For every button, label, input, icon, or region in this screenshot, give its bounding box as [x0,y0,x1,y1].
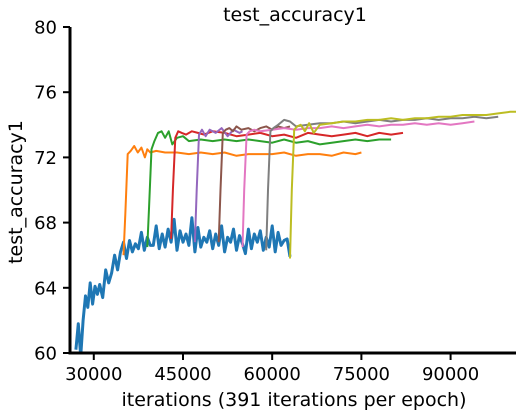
y-axis-label: test_accuracy1 [5,120,27,264]
series-line-3 [146,130,392,248]
series-line-9 [289,110,516,259]
axes: 60 64 68 72 76 80 30000 45000 60000 75000 90000 [34,18,516,385]
y-tick-label: 60 [34,344,57,365]
series-line-4 [170,130,404,239]
y-tick-label: 68 [34,213,57,234]
y-tick-label: 72 [34,148,57,169]
y-tick-label: 64 [34,278,57,299]
x-tick-label: 30000 [65,364,122,385]
x-axis-label: iterations (391 iterations per epoch) [121,389,466,411]
x-tick-label: 75000 [333,364,390,385]
series-line-7 [241,120,475,248]
x-tick-label: 90000 [422,364,479,385]
series-line-2 [122,145,362,256]
plot-area [74,110,516,353]
y-tick-label: 76 [34,83,57,104]
series-line-6 [217,125,291,243]
series-line-1 [74,216,292,353]
chart-title: test_accuracy1 [223,4,367,26]
x-tick-label: 60000 [244,364,301,385]
y-tick-label: 80 [34,18,57,39]
x-tick-label: 45000 [154,364,211,385]
series-line-8 [265,115,499,251]
